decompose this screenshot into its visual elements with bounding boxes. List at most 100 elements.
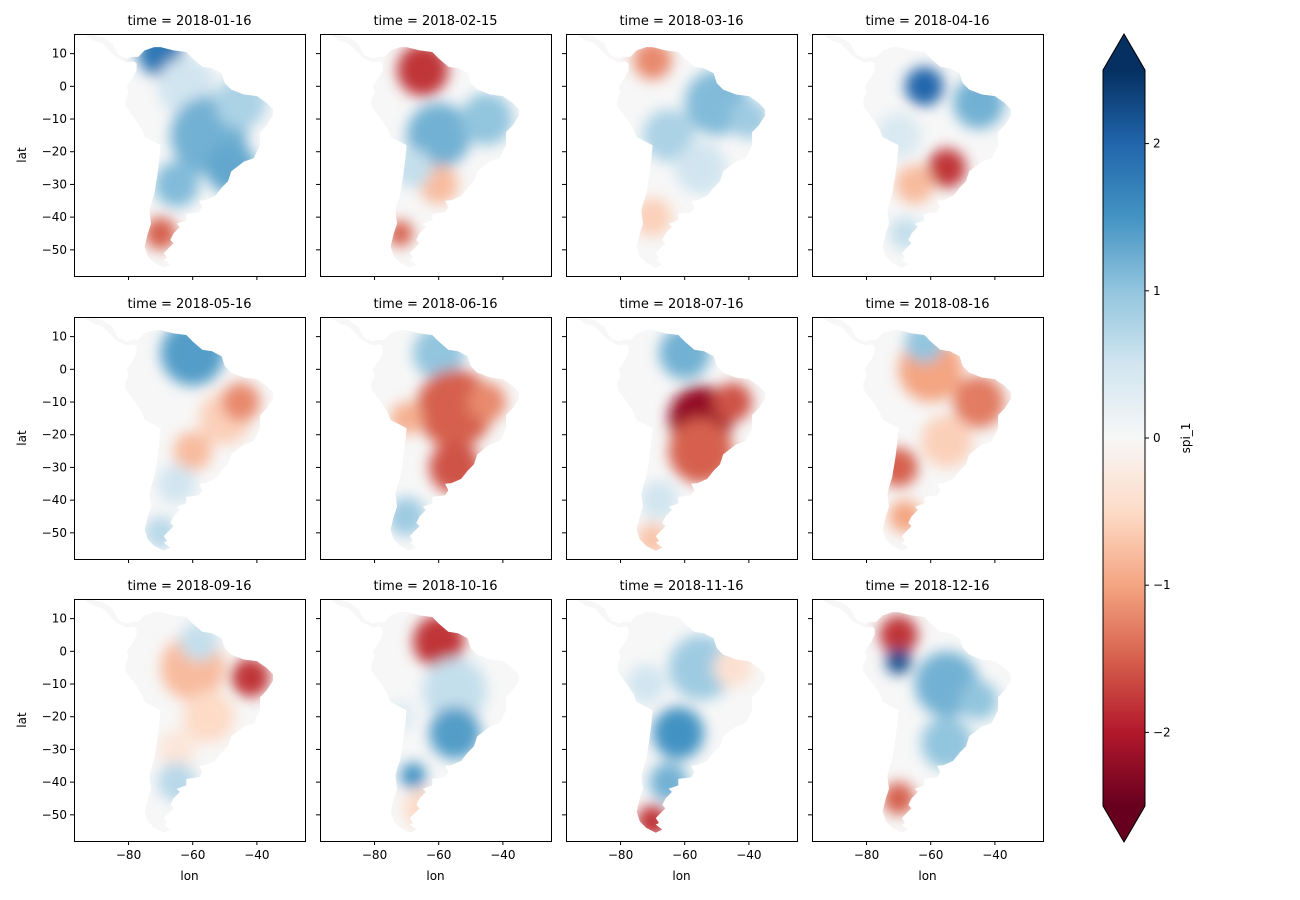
- map-panel: time = 2018-02-15: [316, 14, 552, 280]
- axes-frame: [74, 599, 306, 842]
- neutral-field: [821, 599, 1011, 833]
- spi-anomaly-cell: [215, 76, 267, 129]
- map-panel: time = 2018-01-16 10 0 −10 −20 −30 −40 −50 lat: [15, 14, 306, 280]
- land-field: [329, 317, 519, 551]
- spi-anomaly-cell: [179, 621, 219, 662]
- land-field: [83, 34, 273, 268]
- map-panel: time = 2018-11-16 −80 −60 −40 lon: [562, 579, 798, 883]
- spi-anomaly-cell: [895, 164, 934, 204]
- y-tick-label: −50: [42, 243, 67, 257]
- x-tick-label: −40: [490, 848, 515, 862]
- spi-anomaly-cell: [649, 762, 688, 802]
- land-field: [821, 317, 1011, 551]
- spi-anomaly-cell: [633, 197, 672, 237]
- map-panel: time = 2018-07-16: [562, 297, 798, 563]
- x-axis-label: lon: [180, 869, 198, 883]
- spi-anomaly-cell: [876, 112, 922, 159]
- y-tick-label: −10: [42, 677, 67, 691]
- panel-grid: time = 2018-01-16100−10−20−30−40−50latti…: [15, 14, 1044, 883]
- spi-anomaly-cell: [905, 323, 944, 363]
- x-tick-label: −60: [918, 848, 943, 862]
- land-field: [329, 34, 519, 268]
- spi-anomaly-cell: [643, 109, 695, 162]
- land-field: [83, 317, 273, 551]
- y-tick-label: −40: [42, 210, 67, 224]
- x-axis-label: lon: [918, 869, 936, 883]
- land-field: [575, 599, 765, 833]
- axes-frame: [320, 317, 552, 560]
- y-tick-label: −10: [42, 395, 67, 409]
- axes-frame: [74, 34, 306, 277]
- spi-anomaly-cell: [953, 76, 1005, 129]
- x-tick-label: −80: [116, 848, 141, 862]
- x-tick-label: −40: [244, 848, 269, 862]
- spi-anomaly-cell: [173, 431, 212, 471]
- spi-anomaly-cell: [626, 664, 666, 704]
- y-axis-label: lat: [15, 430, 29, 446]
- spi-anomaly-cell: [889, 500, 921, 533]
- colorbar-gradient: [1103, 70, 1145, 806]
- map-panel: time = 2018-04-16: [808, 14, 1044, 280]
- x-axis-label: lon: [426, 869, 444, 883]
- spi-anomaly-cell: [921, 716, 973, 770]
- spi-anomaly-cell: [221, 382, 261, 422]
- spi-anomaly-cell: [885, 648, 912, 675]
- colorbar-tick-label: −1: [1153, 578, 1171, 592]
- spi-anomaly-cell: [675, 141, 727, 195]
- spi-anomaly-cell: [157, 464, 196, 504]
- y-tick-label: −40: [42, 775, 67, 789]
- spi-anomaly-cell: [393, 148, 433, 188]
- colorbar-outline: [1102, 33, 1146, 843]
- y-tick-label: −30: [42, 460, 67, 474]
- x-tick-label: −40: [736, 848, 761, 862]
- panel-title: time = 2018-10-16: [373, 579, 497, 594]
- spi-anomaly-cell: [729, 99, 765, 139]
- y-tick-label: 0: [59, 362, 67, 376]
- colorbar-extend-max: [1103, 34, 1145, 70]
- spi-anomaly-cell: [157, 762, 196, 802]
- land-field: [83, 599, 273, 833]
- spi-anomaly-cell: [652, 706, 704, 760]
- map-panel: time = 2018-05-16 10 0 −10 −20 −30 −40 −50 lat: [15, 297, 306, 563]
- spi-anomaly-cell: [713, 382, 753, 422]
- spi-anomaly-cell: [429, 441, 481, 494]
- panel-title: time = 2018-02-15: [373, 14, 497, 29]
- map-panel: time = 2018-08-16: [808, 297, 1044, 563]
- y-tick-label: −40: [42, 493, 67, 507]
- y-tick-label: 0: [59, 644, 67, 658]
- y-tick-label: 10: [52, 612, 67, 626]
- y-tick-label: 0: [59, 79, 67, 93]
- axes-frame: [812, 317, 1044, 560]
- y-tick-label: −30: [42, 742, 67, 756]
- axes-frame: [566, 317, 798, 560]
- spi-anomaly-cell: [713, 648, 753, 688]
- x-axis-label: lon: [672, 869, 690, 883]
- spi-anomaly-cell: [390, 402, 423, 435]
- spi-anomaly-cell: [205, 141, 257, 195]
- spi-anomaly-cell: [636, 523, 669, 551]
- y-tick-label: −10: [42, 112, 67, 126]
- map-panel: time = 2018-10-16 −80 −60 −40 lon: [316, 579, 552, 883]
- axes-frame: [566, 599, 798, 842]
- map-panel: time = 2018-06-16: [316, 297, 552, 563]
- spi-anomaly-cell: [659, 326, 711, 380]
- spi-anomaly-cell: [639, 480, 679, 520]
- y-tick-label: −50: [42, 808, 67, 822]
- spi-anomaly-cell: [959, 680, 999, 721]
- spi-anomaly-cell: [231, 657, 270, 698]
- colorbar-extend-min: [1103, 806, 1145, 842]
- spi-anomaly-cell: [157, 729, 196, 770]
- colorbar: spi_1 −2 −1 0 1 2: [1102, 33, 1193, 843]
- spi-anomaly-cell: [397, 43, 449, 97]
- x-tick-label: −40: [982, 848, 1007, 862]
- panel-title: time = 2018-04-16: [865, 14, 989, 29]
- land-field: [575, 317, 765, 551]
- spi-anomaly-cell: [921, 415, 973, 468]
- spi-anomaly-cell: [905, 66, 944, 106]
- panel-title: time = 2018-01-16: [127, 14, 251, 29]
- spi-anomaly-cell: [879, 447, 918, 487]
- land-field: [329, 599, 519, 833]
- colorbar-tick-label: 1: [1153, 284, 1161, 298]
- map-panel: time = 2018-03-16: [562, 14, 798, 280]
